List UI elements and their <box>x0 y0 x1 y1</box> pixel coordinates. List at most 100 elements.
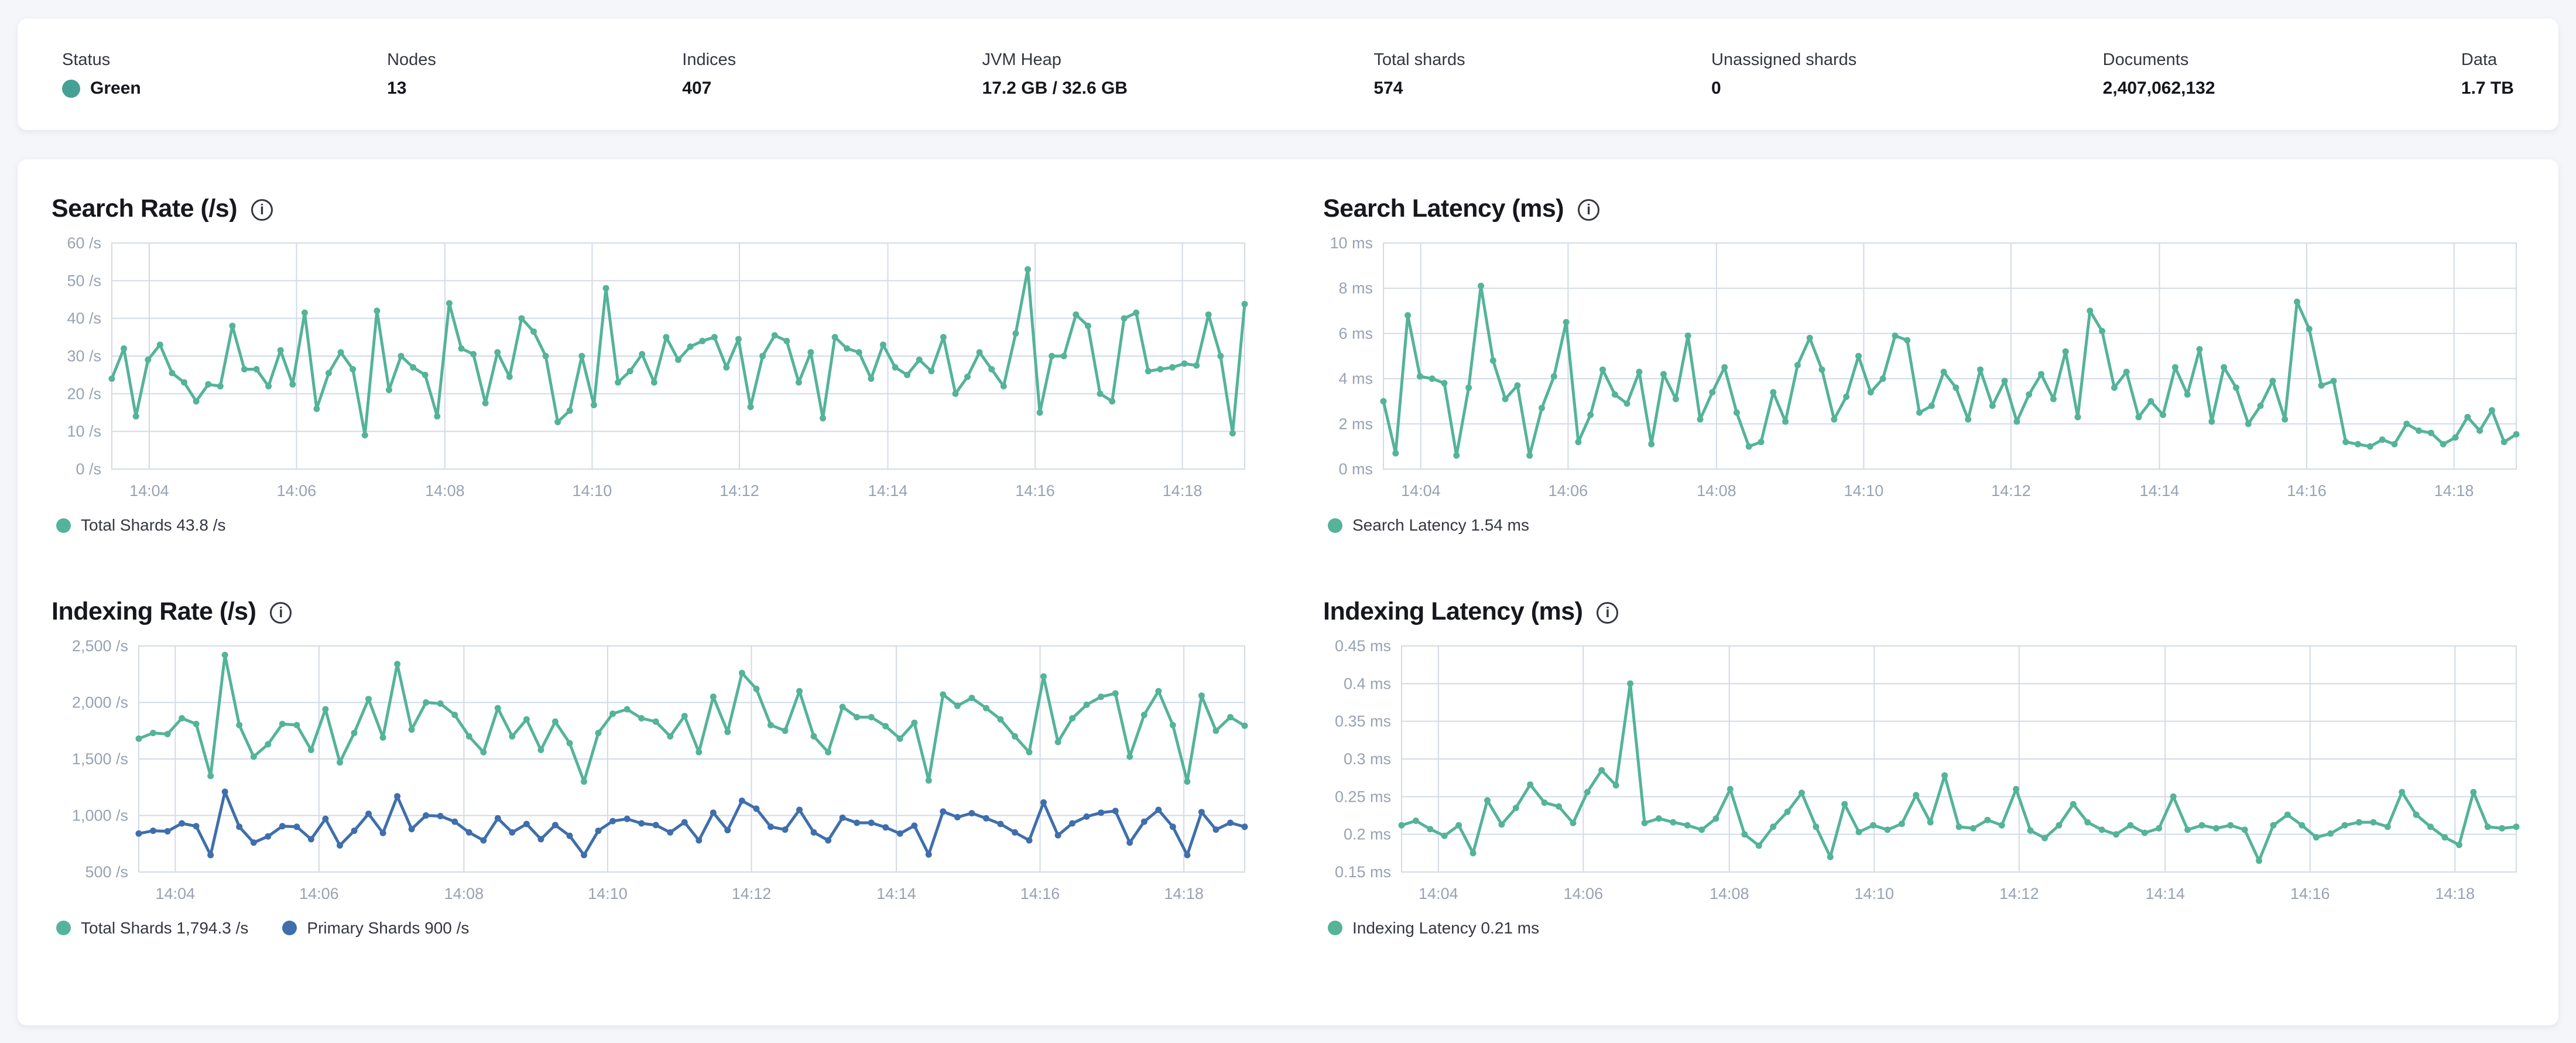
svg-text:14:06: 14:06 <box>1549 482 1588 500</box>
info-icon[interactable] <box>251 199 273 221</box>
svg-text:14:12: 14:12 <box>720 482 759 500</box>
svg-text:14:06: 14:06 <box>299 885 339 902</box>
search-latency-plot[interactable]: 0 ms 2 ms 4 ms 6 ms 8 ms 10 ms 14:04 14:06 14:08… <box>1323 237 2524 507</box>
stat-status: Status Green <box>62 50 141 98</box>
svg-text:10 /s: 10 /s <box>67 423 101 440</box>
svg-text:0.15 ms: 0.15 ms <box>1335 863 1391 881</box>
legend-item-total-shards[interactable]: Total Shards 1,794.3 /s <box>56 919 248 938</box>
svg-text:14:12: 14:12 <box>1999 885 2039 902</box>
legend-label: Total Shards 43.8 /s <box>81 516 226 534</box>
legend-label: Search Latency 1.54 ms <box>1352 516 1529 534</box>
svg-text:14:10: 14:10 <box>1855 885 1895 902</box>
svg-text:14:06: 14:06 <box>1564 885 1604 902</box>
svg-text:60 /s: 60 /s <box>67 237 101 252</box>
health-status-dot <box>62 79 80 98</box>
svg-text:0.2 ms: 0.2 ms <box>1344 825 1391 843</box>
search-latency-title: Search Latency (ms) <box>1323 194 1564 223</box>
indexing-rate-chart: Indexing Rate (/s) 500 /s 1,000 /s 1,500 /… <box>52 597 1253 956</box>
metrics-panel: Search Rate (/s) 0 /s 10 /s 20 /s 30 /s 40 /… <box>18 159 2558 1025</box>
stat-nodes: Nodes 13 <box>387 50 436 98</box>
svg-text:14:08: 14:08 <box>425 482 465 500</box>
svg-text:0.45 ms: 0.45 ms <box>1335 640 1391 655</box>
stat-status-value: Green <box>62 78 141 98</box>
svg-text:0 /s: 0 /s <box>76 460 101 478</box>
svg-text:0.4 ms: 0.4 ms <box>1344 675 1391 692</box>
svg-text:1,500 /s: 1,500 /s <box>72 750 128 768</box>
legend-dot-icon <box>282 921 297 935</box>
svg-text:30 /s: 30 /s <box>67 347 101 365</box>
stat-status-label: Status <box>62 50 111 69</box>
legend-item-total-shards[interactable]: Total Shards 43.8 /s <box>56 516 225 535</box>
legend-item-primary-shards[interactable]: Primary Shards 900 /s <box>282 919 469 938</box>
indexing-rate-plot[interactable]: 500 /s 1,000 /s 1,500 /s 2,000 /s 2,500 /s 14… <box>52 640 1253 909</box>
svg-text:20 /s: 20 /s <box>67 385 101 402</box>
stat-unassigned-shards: Unassigned shards 0 <box>1711 50 1857 98</box>
svg-text:14:10: 14:10 <box>1844 482 1884 500</box>
info-icon[interactable] <box>270 601 292 624</box>
indexing-rate-title: Indexing Rate (/s) <box>52 597 256 625</box>
indexing-latency-plot[interactable]: 0.15 ms 0.2 ms 0.25 ms 0.3 ms 0.35 ms 0.4 ms 0… <box>1323 640 2524 909</box>
svg-text:4 ms: 4 ms <box>1338 370 1373 388</box>
legend-label: Total Shards 1,794.3 /s <box>81 918 249 937</box>
svg-text:500 /s: 500 /s <box>85 863 128 881</box>
stat-jvm-heap: JVM Heap 17.2 GB / 32.6 GB <box>982 50 1128 98</box>
svg-text:0.3 ms: 0.3 ms <box>1344 750 1391 768</box>
svg-text:0.25 ms: 0.25 ms <box>1335 788 1391 805</box>
svg-text:14:18: 14:18 <box>2435 885 2475 902</box>
svg-text:2,500 /s: 2,500 /s <box>72 640 128 655</box>
stat-data: Data 1.7 TB <box>2461 50 2514 98</box>
legend-label: Primary Shards 900 /s <box>307 918 470 937</box>
indexing-latency-legend: Indexing Latency 0.21 ms <box>1323 919 2524 938</box>
svg-text:14:10: 14:10 <box>573 482 612 500</box>
search-rate-legend: Total Shards 43.8 /s <box>52 516 1253 535</box>
svg-text:14:18: 14:18 <box>1163 482 1203 500</box>
search-rate-title: Search Rate (/s) <box>52 194 238 223</box>
svg-text:14:16: 14:16 <box>1015 482 1055 500</box>
svg-text:14:14: 14:14 <box>2140 482 2180 500</box>
svg-text:14:04: 14:04 <box>1419 885 1458 902</box>
svg-text:8 ms: 8 ms <box>1338 279 1373 297</box>
search-latency-chart: Search Latency (ms) 0 ms 2 ms 4 ms 6 ms 8 ms… <box>1323 194 2524 553</box>
legend-item-search-latency[interactable]: Search Latency 1.54 ms <box>1328 516 1529 535</box>
svg-text:14:18: 14:18 <box>1164 885 1204 902</box>
svg-text:14:04: 14:04 <box>129 482 169 500</box>
svg-text:14:14: 14:14 <box>868 482 908 500</box>
stat-documents: Documents 2,407,062,132 <box>2102 50 2215 98</box>
stat-total-shards: Total shards 574 <box>1373 50 1465 98</box>
svg-text:14:16: 14:16 <box>2290 885 2330 902</box>
svg-text:14:12: 14:12 <box>732 885 772 902</box>
stat-indices: Indices 407 <box>682 50 737 98</box>
info-icon[interactable] <box>1578 199 1600 221</box>
legend-dot-icon <box>1328 921 1342 935</box>
svg-text:10 ms: 10 ms <box>1330 237 1373 252</box>
svg-text:0 ms: 0 ms <box>1338 460 1373 478</box>
legend-item-indexing-latency[interactable]: Indexing Latency 0.21 ms <box>1328 919 1539 938</box>
svg-text:14:08: 14:08 <box>1697 482 1736 500</box>
legend-dot-icon <box>1328 518 1342 533</box>
stat-status-text: Green <box>90 78 141 98</box>
svg-text:14:06: 14:06 <box>277 482 317 500</box>
svg-text:1,000 /s: 1,000 /s <box>72 806 128 824</box>
indexing-latency-chart: Indexing Latency (ms) 0.15 ms 0.2 ms 0.25 … <box>1323 597 2524 956</box>
svg-text:14:18: 14:18 <box>2434 482 2474 500</box>
legend-label: Indexing Latency 0.21 ms <box>1352 918 1540 937</box>
svg-text:14:16: 14:16 <box>2287 482 2327 500</box>
svg-text:14:08: 14:08 <box>1710 885 1749 902</box>
svg-text:2 ms: 2 ms <box>1338 415 1373 433</box>
search-rate-chart: Search Rate (/s) 0 /s 10 /s 20 /s 30 /s 40 /… <box>52 194 1253 553</box>
svg-text:14:10: 14:10 <box>588 885 628 902</box>
legend-dot-icon <box>56 921 71 935</box>
svg-text:6 ms: 6 ms <box>1338 324 1373 342</box>
legend-dot-icon <box>56 518 71 533</box>
info-icon[interactable] <box>1597 601 1619 624</box>
svg-text:14:12: 14:12 <box>1991 482 2031 500</box>
svg-text:14:04: 14:04 <box>1401 482 1441 500</box>
svg-text:14:14: 14:14 <box>2145 885 2185 902</box>
svg-text:40 /s: 40 /s <box>67 310 101 327</box>
svg-text:2,000 /s: 2,000 /s <box>72 693 128 711</box>
search-rate-plot[interactable]: 0 /s 10 /s 20 /s 30 /s 40 /s 50 /s 60 /s 14:04 1… <box>52 237 1253 507</box>
svg-text:14:14: 14:14 <box>876 885 916 902</box>
svg-text:0.35 ms: 0.35 ms <box>1335 712 1391 730</box>
cluster-status-bar: Status Green Nodes 13 Indices 407 JVM He… <box>18 19 2558 130</box>
indexing-latency-title: Indexing Latency (ms) <box>1323 597 1583 625</box>
